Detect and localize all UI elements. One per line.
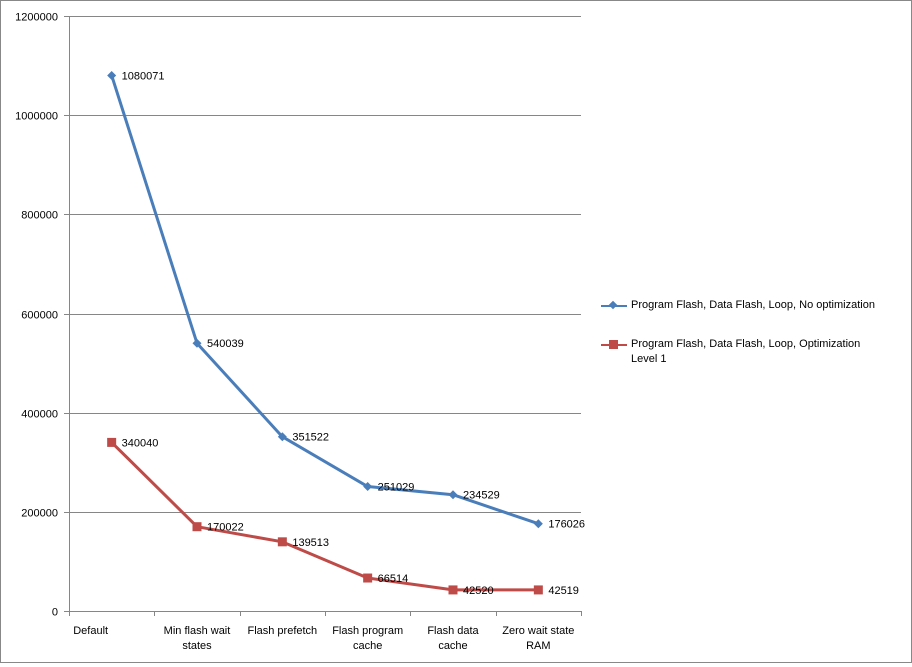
data-labels: 1080071 540039 351522 251029 234529 176026 340… xyxy=(122,70,585,596)
data-point xyxy=(363,482,373,492)
data-point xyxy=(533,519,543,529)
x-tick-label-line: Min flash wait xyxy=(164,625,231,637)
data-point xyxy=(277,432,287,442)
legend-label-line: Program Flash, Data Flash, Loop, No opti… xyxy=(631,299,875,311)
series-group xyxy=(107,70,543,595)
square-marker-icon xyxy=(609,340,618,349)
data-label: 234529 xyxy=(463,490,500,502)
x-tick-label: Flash data cache xyxy=(427,625,479,652)
data-label: 351522 xyxy=(292,432,329,444)
y-tick-label: 400000 xyxy=(21,409,58,421)
y-tick-label: 1000000 xyxy=(15,111,58,123)
data-label: 251029 xyxy=(378,482,415,494)
y-tick-label: 0 xyxy=(52,607,58,619)
x-tick-label-line: Flash prefetch xyxy=(247,625,317,637)
x-tick-label: Flash prefetch xyxy=(247,625,317,637)
axes xyxy=(64,16,582,616)
y-tick-label: 1200000 xyxy=(15,12,58,24)
data-point xyxy=(107,437,117,447)
data-label: 139513 xyxy=(292,537,329,549)
y-tick-label: 600000 xyxy=(21,310,58,322)
data-label: 340040 xyxy=(122,437,159,449)
x-tick-label-line: cache xyxy=(438,640,467,652)
x-tick-label-line: Flash program xyxy=(332,625,403,637)
x-tick-label: Zero wait state RAM xyxy=(502,625,574,652)
legend-label: Program Flash, Data Flash, Loop, Optimiz… xyxy=(631,337,901,367)
series-line xyxy=(110,75,539,526)
data-point xyxy=(107,70,117,80)
y-tick-labels: 0 200000 400000 600000 800000 1000000 1200000 xyxy=(15,12,58,619)
x-tick-label-line: Default xyxy=(73,625,108,637)
legend-label-line: Program Flash, Data Flash, Loop, Optimiz… xyxy=(631,338,861,350)
x-tick-label: Flash program cache xyxy=(332,625,403,652)
data-point xyxy=(363,573,373,583)
data-point xyxy=(277,537,287,547)
y-tick-label: 800000 xyxy=(21,210,58,222)
x-tick-label-line: cache xyxy=(353,640,382,652)
y-tick-label: 200000 xyxy=(21,508,58,520)
data-label: 1080071 xyxy=(122,70,165,82)
x-tick-label: Default xyxy=(73,625,108,637)
x-tick-label: Min flash wait states xyxy=(164,625,231,652)
x-tick-labels: Default Min flash wait states Flash prefetc… xyxy=(73,625,574,652)
data-point xyxy=(192,522,202,532)
gridlines xyxy=(69,16,581,513)
data-point xyxy=(448,585,458,595)
legend-label: Program Flash, Data Flash, Loop, No opti… xyxy=(631,298,901,313)
series-line xyxy=(110,441,539,592)
x-tick-label-line: Zero wait state xyxy=(502,625,574,637)
data-label: 170022 xyxy=(207,522,244,534)
data-label: 66514 xyxy=(378,573,409,585)
data-label: 176026 xyxy=(548,519,585,531)
data-point xyxy=(448,490,458,500)
legend-label-line: Level 1 xyxy=(631,353,667,365)
data-label: 42520 xyxy=(463,585,494,597)
data-point xyxy=(533,585,543,595)
x-tick-label-line: RAM xyxy=(526,640,550,652)
data-label: 540039 xyxy=(207,338,244,350)
x-tick-label-line: Flash data xyxy=(427,625,479,637)
data-label: 42519 xyxy=(548,585,579,597)
data-point xyxy=(192,338,202,348)
x-tick-label-line: states xyxy=(182,640,212,652)
